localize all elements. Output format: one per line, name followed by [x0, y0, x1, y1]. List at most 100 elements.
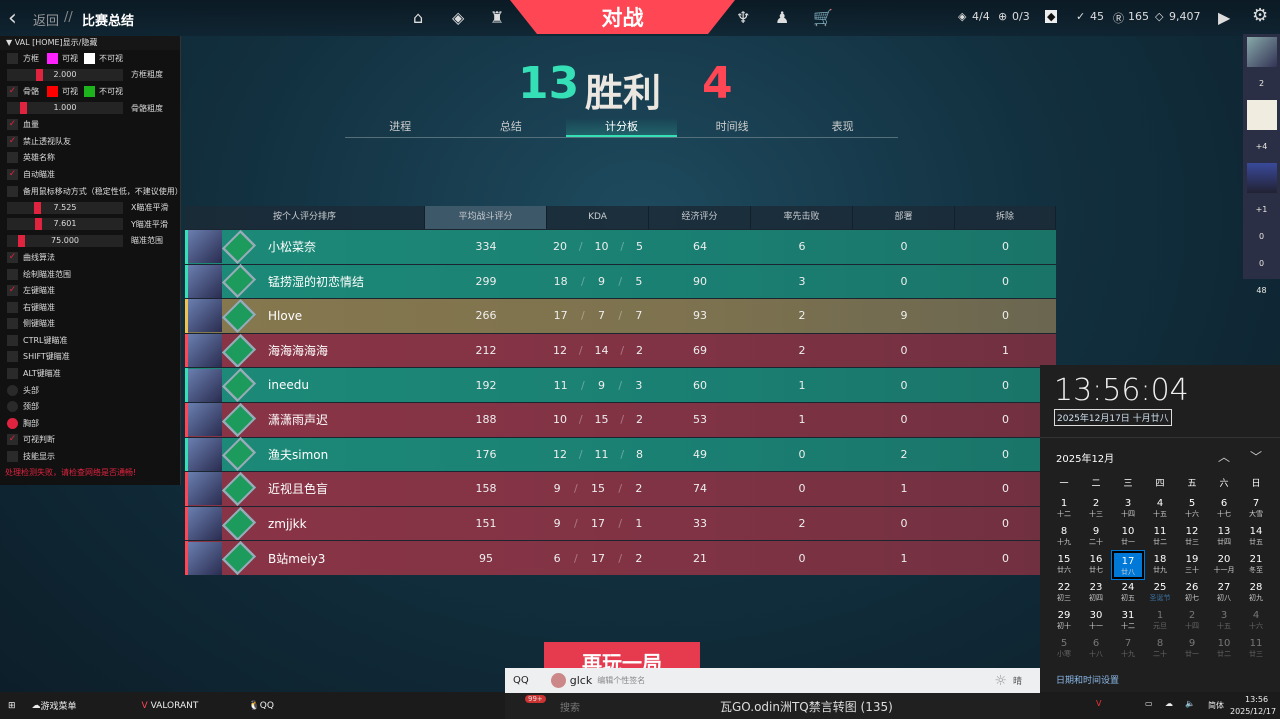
- calendar-day[interactable]: 1 元旦: [1144, 607, 1176, 635]
- menu-item[interactable]: 头部: [0, 382, 180, 399]
- calendar-day[interactable]: 6 十七: [1208, 495, 1240, 523]
- card-icon[interactable]: ◆: [1045, 10, 1058, 23]
- calendar-day[interactable]: 4 十五: [1144, 495, 1176, 523]
- calendar-day[interactable]: 5 小寒: [1048, 635, 1080, 663]
- checkbox[interactable]: ✓: [7, 251, 18, 263]
- valorant-tray-icon[interactable]: V: [1096, 699, 1102, 708]
- calendar-day[interactable]: 6 十八: [1080, 635, 1112, 663]
- player-row[interactable]: Hlove 266 17 / 7 / 7 93 2 9 0: [185, 298, 1056, 334]
- menu-item[interactable]: ✓ 骨骼 可视 不可视: [0, 83, 180, 100]
- search-input[interactable]: 搜索: [560, 703, 580, 714]
- tray-date[interactable]: 2025/12/17: [1230, 707, 1277, 716]
- menu-item[interactable]: SHIFT键瞄准: [0, 349, 180, 366]
- calendar-day[interactable]: 15 廿六: [1048, 551, 1080, 579]
- menu-item[interactable]: 75.000 瞄准范围: [0, 233, 180, 250]
- column-header[interactable]: 按个人评分排序: [185, 206, 425, 229]
- menu-item[interactable]: 7.525 X瞄准平滑: [0, 199, 180, 216]
- calendar-day[interactable]: 5 十六: [1176, 495, 1208, 523]
- menu-item[interactable]: ✓ 禁止透视队友: [0, 133, 180, 150]
- calendar-day[interactable]: 4 十六: [1240, 607, 1272, 635]
- avatar[interactable]: [550, 673, 566, 688]
- player-row[interactable]: 近视且色盲 158 9 / 15 / 2 74 0 1 0: [185, 471, 1056, 507]
- menu-item[interactable]: ✓ 曲线算法: [0, 249, 180, 266]
- slider[interactable]: 75.000: [7, 234, 123, 247]
- taskbar-item-qq[interactable]: 🐧 QQ: [248, 700, 274, 711]
- color-swatch[interactable]: [47, 52, 58, 64]
- calendar-day[interactable]: 27 初八: [1208, 579, 1240, 607]
- tab-4[interactable]: 表现: [831, 120, 854, 133]
- calendar-day[interactable]: 8 二十: [1144, 635, 1176, 663]
- volume-icon[interactable]: 🔈: [1185, 699, 1195, 708]
- menu-item[interactable]: ✓ 左键瞄准: [0, 282, 180, 299]
- calendar-day[interactable]: 3 十四: [1112, 495, 1144, 523]
- checkbox[interactable]: [7, 185, 18, 197]
- player-row[interactable]: 海海海海海 212 12 / 14 / 2 69 2 0 1: [185, 332, 1056, 368]
- calendar-day[interactable]: 1 十二: [1048, 495, 1080, 523]
- menu-item[interactable]: 7.601 Y瞄准平滑: [0, 216, 180, 233]
- menu-item[interactable]: 英雄名称: [0, 150, 180, 167]
- back-button[interactable]: 返回: [33, 14, 60, 29]
- chevron-up-icon[interactable]: ︿: [1218, 450, 1231, 464]
- calendar-day[interactable]: 29 初十: [1048, 607, 1080, 635]
- calendar-day[interactable]: 2 十三: [1080, 495, 1112, 523]
- checkbox[interactable]: [7, 368, 18, 380]
- taskbar-item-game-menu[interactable]: ☁ 游戏菜单: [31, 700, 77, 713]
- slider[interactable]: 2.000: [7, 68, 123, 81]
- calendar-day[interactable]: 7 十九: [1112, 635, 1144, 663]
- checkbox[interactable]: [7, 334, 18, 346]
- tab-1[interactable]: 总结: [499, 120, 522, 133]
- friend-avatar[interactable]: [1246, 163, 1277, 193]
- calendar-day[interactable]: 12 廿三: [1176, 523, 1208, 551]
- patch-notes-icon[interactable]: ▶: [1218, 8, 1231, 27]
- calendar-day[interactable]: 3 十五: [1208, 607, 1240, 635]
- calendar-day[interactable]: 20 十一月: [1208, 551, 1240, 579]
- calendar-day[interactable]: 14 廿五: [1240, 523, 1272, 551]
- checkbox[interactable]: ✓: [7, 85, 18, 97]
- calendar-day[interactable]: 11 廿三: [1240, 635, 1272, 663]
- menu-item[interactable]: 技能显示: [0, 448, 180, 465]
- chevron-down-icon[interactable]: ﹀: [1250, 450, 1263, 464]
- qq-logo[interactable]: QQ: [513, 675, 529, 686]
- store-icon[interactable]: 🛒: [813, 8, 833, 27]
- panel-title[interactable]: ▼ VAL [HOME]显示/隐藏: [0, 36, 180, 50]
- slider[interactable]: 7.601: [7, 218, 123, 231]
- signature-input[interactable]: 编辑个性签名: [597, 676, 646, 685]
- menu-item[interactable]: ALT键瞄准: [0, 365, 180, 382]
- checkbox[interactable]: [7, 52, 18, 64]
- column-header[interactable]: 率先击败: [751, 206, 853, 229]
- calendar-day[interactable]: 25 圣诞节: [1144, 579, 1176, 607]
- menu-item[interactable]: ✓ 血量: [0, 116, 180, 133]
- tab-0[interactable]: 进程: [389, 120, 412, 133]
- calendar-day[interactable]: 23 初四: [1080, 579, 1112, 607]
- checkbox[interactable]: ✓: [7, 285, 18, 297]
- slider-handle[interactable]: [17, 234, 25, 247]
- date-time-settings-link[interactable]: 日期和时间设置: [1056, 676, 1120, 686]
- calendar-day[interactable]: 7 大雪: [1240, 495, 1272, 523]
- calendar-month[interactable]: 2025年12月: [1056, 454, 1115, 465]
- radio-button[interactable]: [7, 417, 18, 429]
- battlepass-icon[interactable]: ♆: [736, 8, 751, 27]
- slider[interactable]: 7.525: [7, 201, 123, 214]
- windows-start-icon[interactable]: ⊞: [8, 700, 16, 711]
- back-chevron-icon[interactable]: ‹: [8, 6, 17, 31]
- menu-item[interactable]: 右键瞄准: [0, 299, 180, 316]
- calendar-day[interactable]: 22 初三: [1048, 579, 1080, 607]
- menu-item[interactable]: 侧键瞄准: [0, 316, 180, 333]
- column-header[interactable]: 平均战斗评分: [425, 206, 547, 229]
- calendar-day[interactable]: 8 十九: [1048, 523, 1080, 551]
- calendar-day[interactable]: 19 三十: [1176, 551, 1208, 579]
- player-row[interactable]: B站meiy3 95 6 / 17 / 2 21 0 1 0: [185, 540, 1056, 576]
- clock-date[interactable]: 2025年12月17日 十月廿八: [1054, 409, 1172, 426]
- checkbox[interactable]: ✓: [7, 135, 18, 147]
- menu-item[interactable]: 绘制瞄准范围: [0, 266, 180, 283]
- column-header[interactable]: 部署: [853, 206, 955, 229]
- tray-time[interactable]: 13:56: [1245, 695, 1269, 704]
- calendar-day[interactable]: 24 初五: [1112, 579, 1144, 607]
- calendar-day[interactable]: 9 廿一: [1176, 635, 1208, 663]
- calendar-day[interactable]: 30 十一: [1080, 607, 1112, 635]
- menu-item[interactable]: 1.000 骨骼粗度: [0, 100, 180, 117]
- slider-handle[interactable]: [36, 68, 44, 81]
- column-header[interactable]: KDA: [547, 206, 649, 229]
- menu-item[interactable]: 方框 可视 不可视: [0, 50, 180, 67]
- calendar-day[interactable]: 31 十二: [1112, 607, 1144, 635]
